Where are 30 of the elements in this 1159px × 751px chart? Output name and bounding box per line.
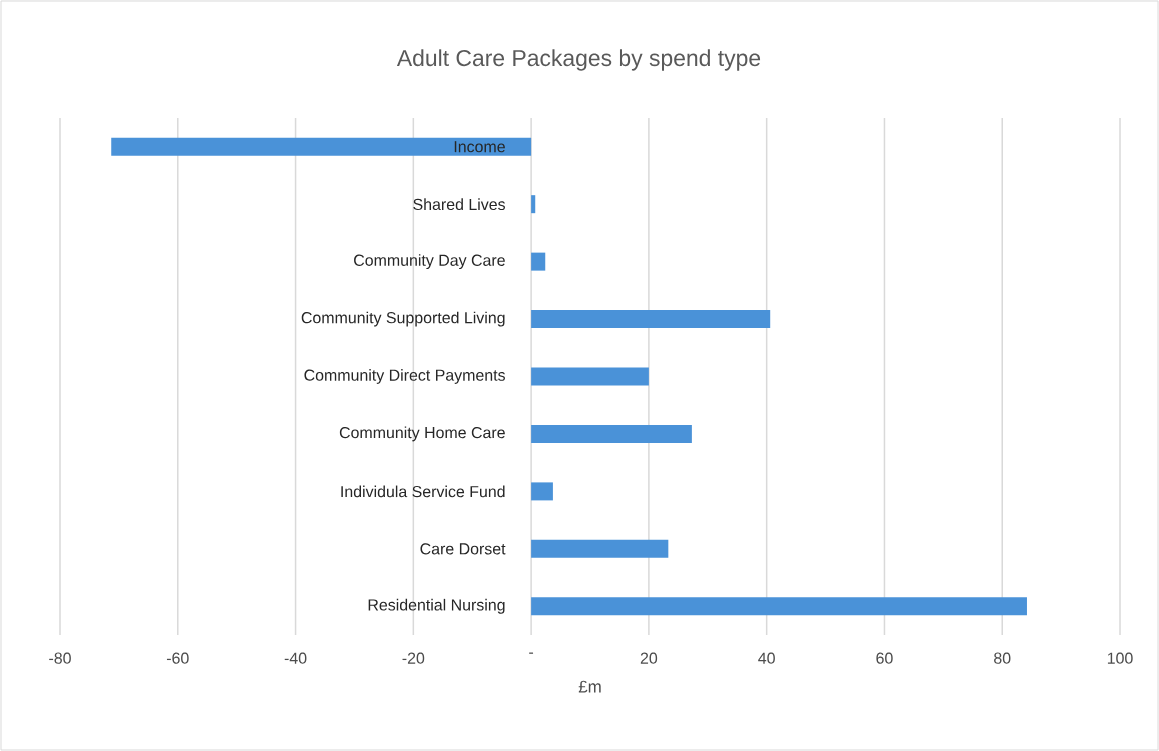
x-axis-title: £m — [578, 680, 601, 693]
x-tick-label: -20 — [402, 652, 425, 664]
y-tick-label: Residential Nursing — [368, 598, 505, 614]
x-tick-label: 40 — [758, 652, 775, 664]
x-tick-label: 80 — [994, 652, 1011, 664]
chart-title: Adult Care Packages by spend type — [396, 49, 761, 71]
bar — [531, 539, 669, 558]
y-tick-label: Income — [454, 141, 505, 153]
x-tick-label: - — [529, 652, 534, 654]
y-tick-label: Community Supported Living — [301, 311, 505, 327]
x-tick-label: -60 — [166, 652, 189, 664]
y-tick-label: Care Dorset — [420, 543, 506, 555]
y-tick-label: Shared Lives — [413, 198, 505, 211]
x-tick-label: 60 — [876, 652, 893, 664]
bar — [531, 597, 1027, 616]
y-tick-label: Community Home Care — [339, 426, 505, 442]
x-tick-label: 100 — [1107, 652, 1133, 664]
bar — [531, 367, 649, 386]
bar — [531, 195, 536, 214]
x-tick-label: -80 — [49, 652, 71, 664]
bar — [531, 310, 771, 329]
y-tick-label: Community Direct Payments — [304, 369, 505, 384]
bar — [111, 137, 532, 156]
bar — [531, 252, 546, 271]
x-tick-label: -40 — [284, 652, 307, 664]
bar — [531, 424, 692, 443]
y-tick-label: Individula Service Fund — [341, 485, 505, 498]
bar — [531, 482, 553, 501]
x-tick-label: 20 — [640, 652, 658, 664]
y-tick-label: Community Day Care — [354, 254, 505, 270]
